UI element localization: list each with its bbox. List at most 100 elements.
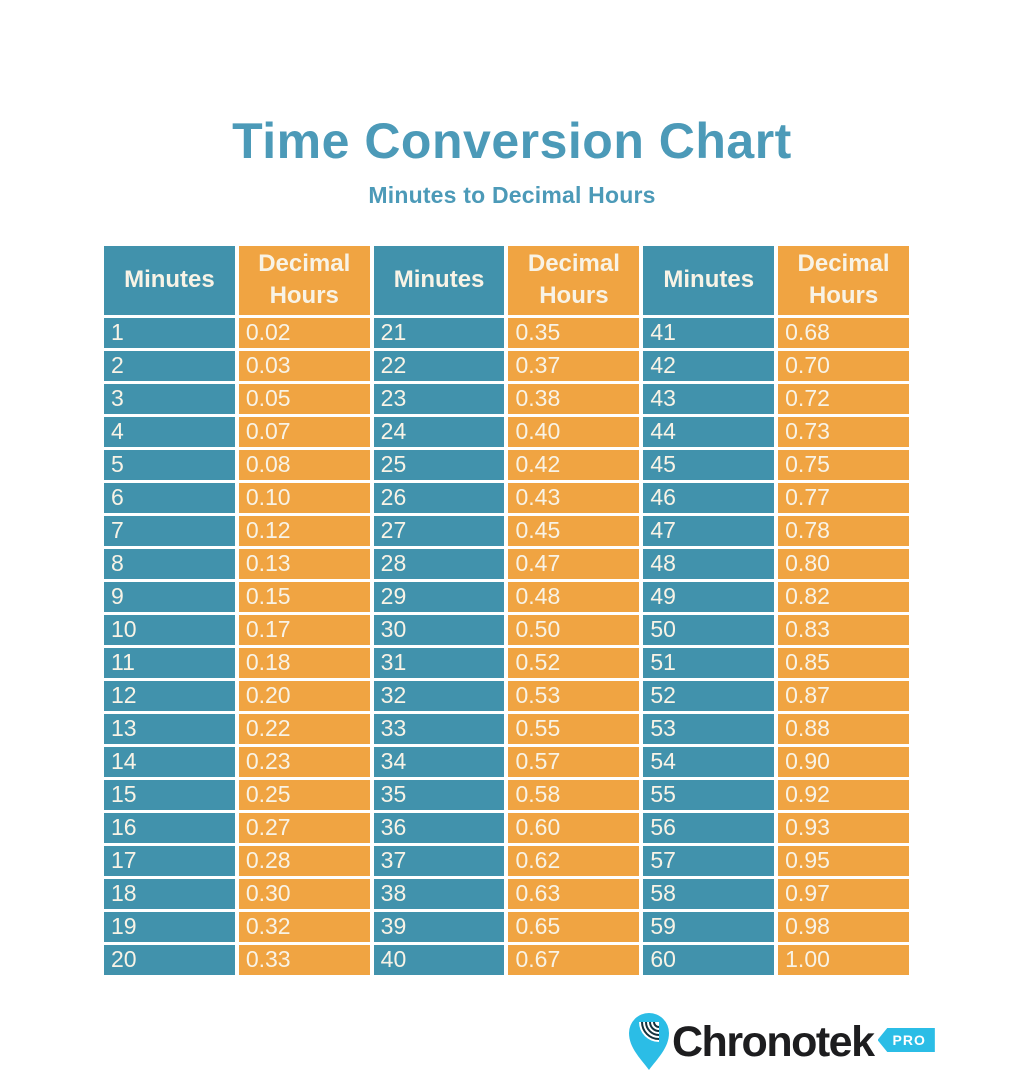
table-row: 8 0.13 28 0.47 48 0.80 xyxy=(100,545,913,582)
minutes-cell: 4 xyxy=(100,413,239,450)
decimal-hours-cell: 0.55 xyxy=(504,710,644,747)
minutes-cell: 60 xyxy=(639,941,779,978)
minutes-cell: 49 xyxy=(639,578,779,615)
decimal-hours-cell: 0.40 xyxy=(504,413,644,450)
minutes-cell: 36 xyxy=(369,809,509,846)
minutes-cell: 21 xyxy=(369,314,509,351)
decimal-hours-cell: 0.62 xyxy=(504,842,644,879)
table-row: 3 0.05 23 0.38 43 0.72 xyxy=(100,380,913,417)
location-pin-icon xyxy=(629,1013,669,1070)
decimal-hours-cell: 0.95 xyxy=(774,842,913,879)
decimal-hours-cell: 0.12 xyxy=(234,512,374,549)
minutes-cell: 46 xyxy=(639,479,779,516)
minutes-cell: 31 xyxy=(369,644,509,681)
minutes-cell: 13 xyxy=(100,710,239,747)
decimal-hours-cell: 0.72 xyxy=(774,380,913,417)
decimal-hours-cell: 0.90 xyxy=(774,743,913,780)
decimal-hours-cell: 0.18 xyxy=(234,644,374,681)
table-row: 2 0.03 22 0.37 42 0.70 xyxy=(100,347,913,384)
table-row: 19 0.32 39 0.65 59 0.98 xyxy=(100,908,913,945)
header-row: Minutes Decimal Hours Minutes Decimal Ho… xyxy=(100,243,913,318)
decimal-hours-cell: 0.98 xyxy=(774,908,913,945)
header-minutes-2: Minutes xyxy=(369,243,509,318)
minutes-cell: 15 xyxy=(100,776,239,813)
minutes-cell: 10 xyxy=(100,611,239,648)
minutes-cell: 45 xyxy=(639,446,779,483)
minutes-cell: 51 xyxy=(639,644,779,681)
table-row: 10 0.17 30 0.50 50 0.83 xyxy=(100,611,913,648)
decimal-hours-cell: 0.03 xyxy=(234,347,374,384)
conversion-table: Minutes Decimal Hours Minutes Decimal Ho… xyxy=(100,243,913,978)
table-row: 18 0.30 38 0.63 58 0.97 xyxy=(100,875,913,912)
decimal-hours-cell: 0.68 xyxy=(774,314,913,351)
minutes-cell: 55 xyxy=(639,776,779,813)
table-row: 14 0.23 34 0.57 54 0.90 xyxy=(100,743,913,780)
header-decimal-hours-3: Decimal Hours xyxy=(774,243,913,318)
decimal-hours-cell: 0.32 xyxy=(234,908,374,945)
decimal-hours-cell: 0.48 xyxy=(504,578,644,615)
minutes-cell: 40 xyxy=(369,941,509,978)
decimal-hours-cell: 0.75 xyxy=(774,446,913,483)
conversion-table-body: 1 0.02 21 0.35 41 0.68 2 0.03 22 0.37 42 0.70 3 0.05 2… xyxy=(100,314,913,978)
logo-brand-text: Chronotek xyxy=(672,1018,875,1066)
header-minutes-1: Minutes xyxy=(100,243,239,318)
decimal-hours-cell: 0.78 xyxy=(774,512,913,549)
minutes-cell: 5 xyxy=(100,446,239,483)
table-row: 20 0.33 40 0.67 60 1.00 xyxy=(100,941,913,978)
minutes-cell: 14 xyxy=(100,743,239,780)
minutes-cell: 19 xyxy=(100,908,239,945)
decimal-hours-cell: 1.00 xyxy=(774,941,913,978)
header-decimal-hours-1: Decimal Hours xyxy=(234,243,374,318)
minutes-cell: 27 xyxy=(369,512,509,549)
minutes-cell: 59 xyxy=(639,908,779,945)
page-subtitle: Minutes to Decimal Hours xyxy=(368,182,656,208)
minutes-cell: 25 xyxy=(369,446,509,483)
decimal-hours-cell: 0.77 xyxy=(774,479,913,516)
decimal-hours-cell: 0.30 xyxy=(234,875,374,912)
decimal-hours-cell: 0.10 xyxy=(234,479,374,516)
table-row: 6 0.10 26 0.43 46 0.77 xyxy=(100,479,913,516)
minutes-cell: 2 xyxy=(100,347,239,384)
minutes-cell: 57 xyxy=(639,842,779,879)
minutes-cell: 26 xyxy=(369,479,509,516)
decimal-hours-cell: 0.08 xyxy=(234,446,374,483)
minutes-cell: 48 xyxy=(639,545,779,582)
minutes-cell: 42 xyxy=(639,347,779,384)
minutes-cell: 53 xyxy=(639,710,779,747)
minutes-cell: 50 xyxy=(639,611,779,648)
header-decimal-hours-2: Decimal Hours xyxy=(504,243,644,318)
decimal-hours-cell: 0.60 xyxy=(504,809,644,846)
decimal-hours-cell: 0.38 xyxy=(504,380,644,417)
decimal-hours-cell: 0.43 xyxy=(504,479,644,516)
decimal-hours-cell: 0.65 xyxy=(504,908,644,945)
table-row: 17 0.28 37 0.62 57 0.95 xyxy=(100,842,913,879)
decimal-hours-cell: 0.47 xyxy=(504,545,644,582)
decimal-hours-cell: 0.05 xyxy=(234,380,374,417)
decimal-hours-cell: 0.52 xyxy=(504,644,644,681)
table-row: 15 0.25 35 0.58 55 0.92 xyxy=(100,776,913,813)
decimal-hours-cell: 0.93 xyxy=(774,809,913,846)
decimal-hours-cell: 0.88 xyxy=(774,710,913,747)
decimal-hours-cell: 0.33 xyxy=(234,941,374,978)
minutes-cell: 39 xyxy=(369,908,509,945)
logo-pro-badge: PRO xyxy=(877,1028,935,1052)
minutes-cell: 12 xyxy=(100,677,239,714)
decimal-hours-cell: 0.85 xyxy=(774,644,913,681)
minutes-cell: 43 xyxy=(639,380,779,417)
table-row: 4 0.07 24 0.40 44 0.73 xyxy=(100,413,913,450)
table-row: 11 0.18 31 0.52 51 0.85 xyxy=(100,644,913,681)
minutes-cell: 20 xyxy=(100,941,239,978)
minutes-cell: 17 xyxy=(100,842,239,879)
page-title: Time Conversion Chart xyxy=(232,113,792,169)
minutes-cell: 52 xyxy=(639,677,779,714)
decimal-hours-cell: 0.53 xyxy=(504,677,644,714)
decimal-hours-cell: 0.57 xyxy=(504,743,644,780)
minutes-cell: 23 xyxy=(369,380,509,417)
decimal-hours-cell: 0.42 xyxy=(504,446,644,483)
table-row: 7 0.12 27 0.45 47 0.78 xyxy=(100,512,913,549)
decimal-hours-cell: 0.13 xyxy=(234,545,374,582)
minutes-cell: 29 xyxy=(369,578,509,615)
minutes-cell: 44 xyxy=(639,413,779,450)
minutes-cell: 54 xyxy=(639,743,779,780)
minutes-cell: 32 xyxy=(369,677,509,714)
